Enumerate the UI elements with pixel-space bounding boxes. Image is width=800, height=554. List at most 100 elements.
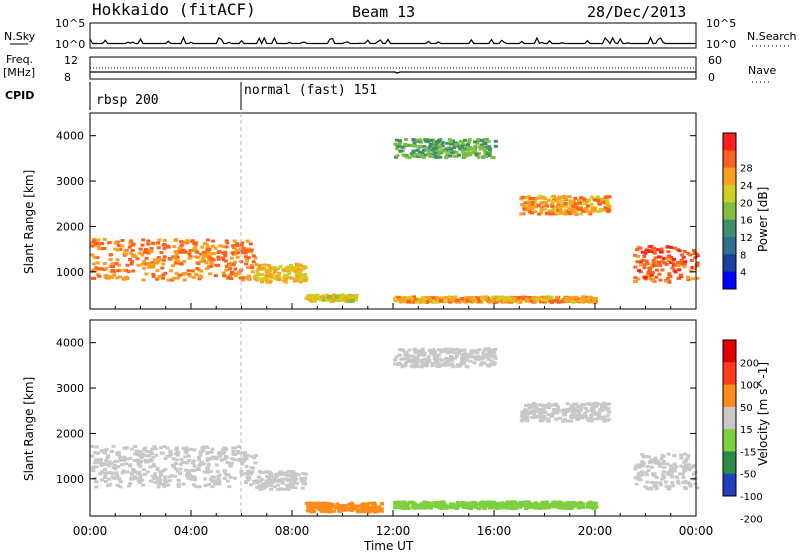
data-cell	[393, 299, 398, 303]
data-cell	[420, 347, 425, 351]
data-cell	[336, 504, 341, 508]
data-cell	[178, 261, 183, 265]
colorbar-segment	[723, 185, 736, 203]
data-cell	[218, 244, 223, 248]
data-cell	[199, 275, 204, 279]
data-cell	[179, 243, 184, 247]
data-cell	[406, 356, 411, 359]
data-cell	[524, 404, 528, 407]
data-cell	[287, 272, 292, 275]
data-cell	[523, 196, 528, 200]
data-cell	[444, 357, 449, 360]
data-cell	[650, 265, 655, 269]
data-cell	[151, 272, 156, 276]
data-cell	[464, 355, 469, 359]
data-cell	[137, 463, 142, 467]
data-cell	[121, 469, 126, 473]
data-cell	[112, 463, 117, 467]
data-cell	[205, 471, 210, 474]
beam-label: Beam 13	[352, 3, 415, 21]
colorbar-tick-label: 12	[740, 233, 753, 244]
data-cell	[197, 463, 202, 467]
data-cell	[568, 212, 573, 216]
data-cell	[580, 209, 585, 213]
data-cell	[210, 244, 215, 248]
data-cell	[100, 242, 104, 245]
data-cell	[303, 266, 308, 270]
data-cell	[405, 296, 410, 300]
data-cell	[205, 267, 209, 270]
data-cell	[419, 352, 424, 356]
data-cell	[244, 262, 249, 266]
data-cell	[670, 266, 675, 270]
data-cell	[671, 469, 675, 473]
data-cell	[547, 506, 552, 510]
data-cell	[633, 253, 638, 257]
data-cell	[523, 201, 528, 205]
data-cell	[252, 456, 257, 460]
data-cell	[212, 252, 217, 256]
data-cell	[174, 238, 179, 242]
data-cell	[594, 505, 599, 509]
data-cell	[409, 360, 414, 364]
data-cell	[251, 260, 256, 264]
data-cell	[141, 278, 146, 282]
data-cell	[208, 272, 213, 276]
data-cell	[658, 481, 663, 485]
data-cell	[107, 275, 112, 279]
data-cell	[515, 300, 520, 304]
data-cell	[427, 145, 432, 149]
data-cell	[561, 202, 565, 206]
data-cell	[273, 485, 277, 489]
data-cell	[547, 402, 551, 406]
data-cell	[424, 501, 429, 505]
data-cell	[425, 360, 429, 364]
data-cell	[421, 296, 426, 300]
data-cell	[268, 266, 273, 270]
data-cell	[181, 482, 186, 486]
data-cell	[263, 267, 268, 271]
data-cell	[536, 298, 541, 302]
data-cell	[454, 154, 459, 158]
data-cell	[107, 241, 112, 245]
data-cell	[472, 361, 477, 365]
data-cell	[268, 484, 273, 488]
data-cell	[334, 295, 339, 299]
data-cell	[375, 510, 379, 514]
data-cell	[454, 143, 459, 147]
data-cell	[654, 459, 659, 463]
data-cell	[206, 248, 210, 252]
data-cell	[120, 471, 125, 475]
data-cell	[353, 507, 358, 511]
nsky-right-tick-top: 10^5	[706, 17, 736, 30]
data-cell	[158, 482, 163, 486]
data-cell	[654, 481, 658, 485]
data-cell	[415, 300, 420, 304]
data-cell	[448, 298, 453, 302]
data-cell	[91, 465, 96, 469]
data-cell	[531, 412, 536, 416]
data-cell	[93, 241, 98, 245]
data-cell	[587, 198, 592, 202]
colorbar-tick-label: -50	[740, 470, 756, 481]
data-cell	[117, 478, 122, 482]
data-cell	[682, 460, 687, 464]
data-cell	[134, 476, 139, 480]
data-cell	[479, 143, 484, 147]
data-cell	[473, 501, 478, 505]
data-cell	[397, 142, 402, 146]
data-cell	[651, 279, 656, 282]
data-cell	[573, 502, 578, 505]
data-cell	[103, 274, 108, 278]
data-cell	[299, 476, 304, 480]
data-cell	[560, 200, 565, 204]
data-cell	[414, 365, 419, 369]
data-cell	[581, 298, 586, 302]
data-cell	[202, 470, 207, 474]
data-cell	[424, 146, 429, 150]
data-cell	[413, 298, 418, 302]
data-cell	[398, 348, 403, 352]
data-cell	[147, 454, 152, 458]
data-cell	[303, 278, 308, 282]
data-cell	[580, 415, 585, 419]
